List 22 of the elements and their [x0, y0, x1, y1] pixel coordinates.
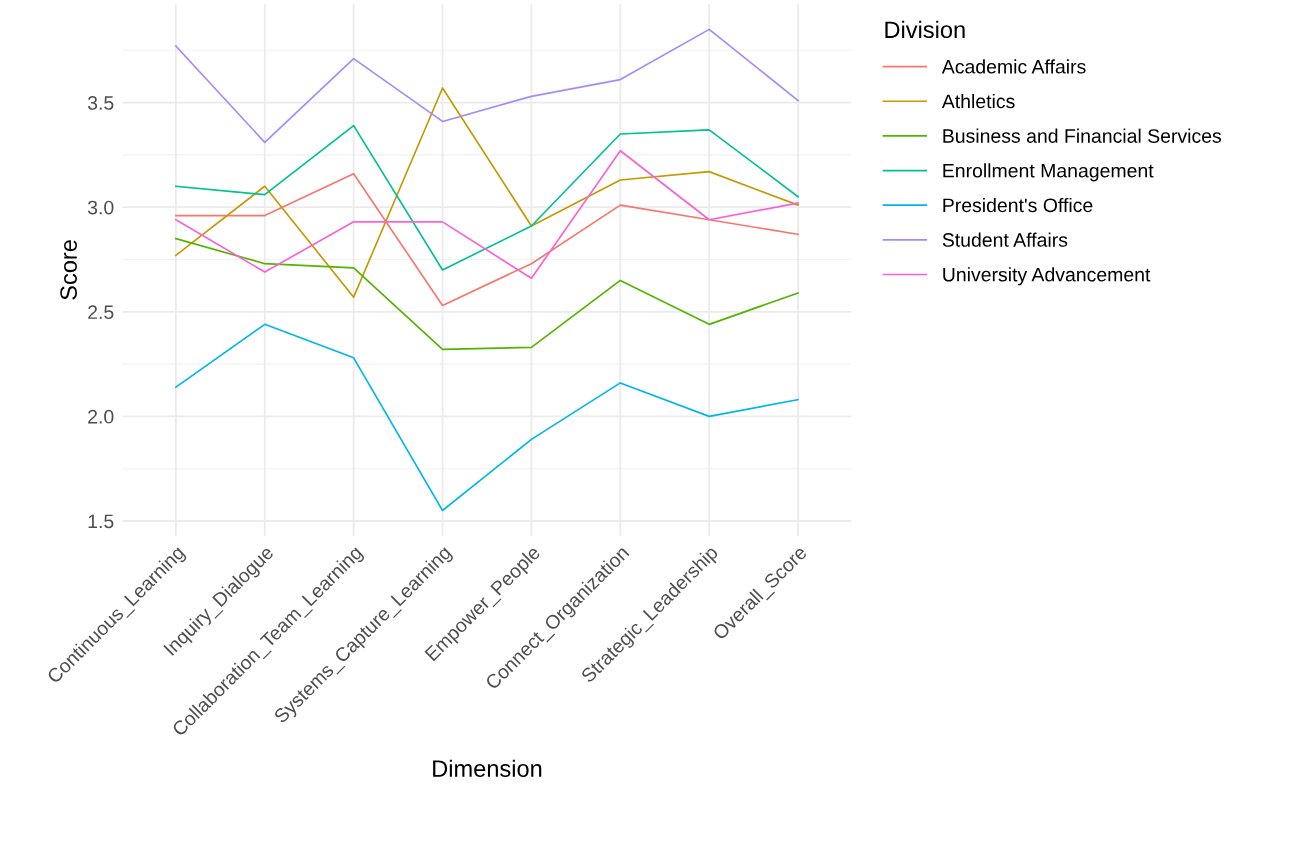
legend-label: Student Affairs [942, 232, 1068, 247]
line-series [175, 124, 799, 271]
line-series [175, 172, 799, 307]
y-tick-label: 3.0 [87, 200, 114, 215]
line-series [175, 87, 799, 298]
legend-label: University Advancement [943, 267, 1151, 286]
y-tick-label: 2.5 [88, 305, 114, 320]
legend-label: Academic Affairs [941, 59, 1086, 74]
legend-label: Athletics [941, 93, 1015, 109]
y-axis-title: Score [60, 240, 77, 300]
legend-label: Enrollment Management [943, 163, 1154, 182]
line-series [175, 149, 799, 280]
y-tick-label: 2.0 [88, 409, 114, 424]
y-tick-label: 1.5 [88, 514, 114, 529]
line-series [175, 237, 799, 351]
legend-label: Business and Financial Services [943, 128, 1222, 143]
y-tick-label: 3.5 [87, 96, 114, 110]
legend-label: President's Office [943, 197, 1093, 213]
line-series [175, 323, 799, 512]
line-series [175, 28, 799, 144]
x-axis-title: Dimension [433, 759, 542, 777]
legend-title: Division [885, 20, 965, 39]
